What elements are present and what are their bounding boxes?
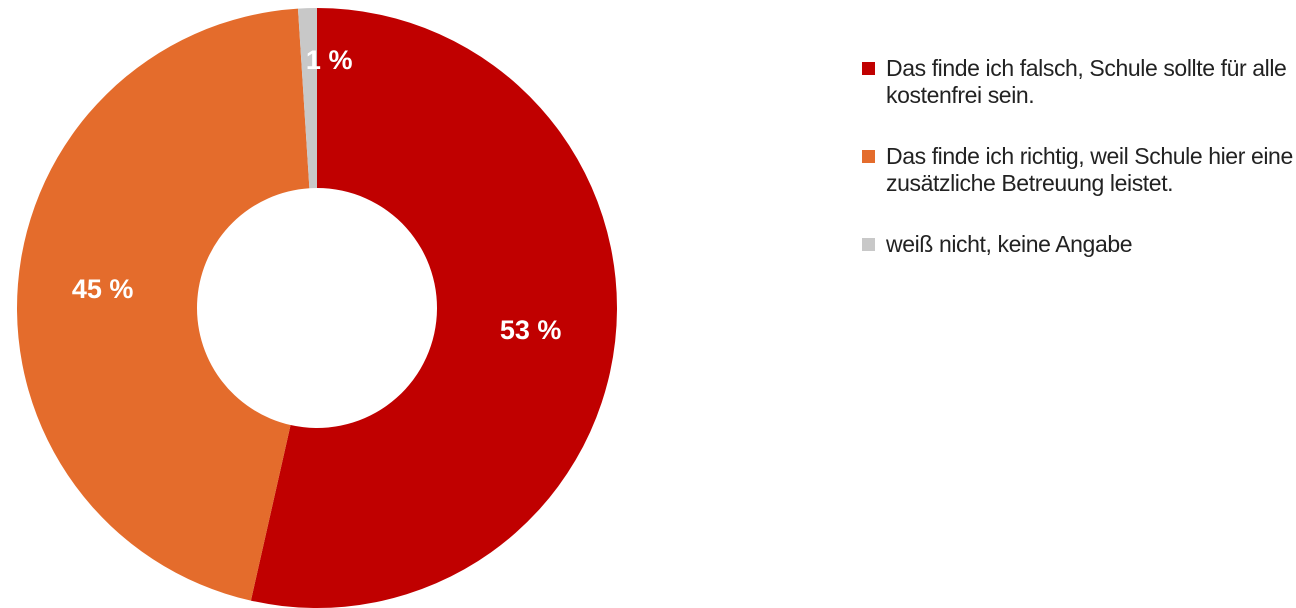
- legend-label: Das finde ich falsch, Schule sollte für …: [886, 55, 1287, 108]
- legend-item: Das finde ich richtig, weil Schule hier …: [862, 143, 1294, 197]
- donut-segment: [250, 8, 617, 608]
- legend-label: weiß nicht, keine Angabe: [886, 231, 1133, 257]
- legend-swatch: [862, 62, 875, 75]
- data-label: 45 %: [72, 274, 134, 304]
- legend-label: Das finde ich richtig, weil Schule hier …: [886, 143, 1293, 196]
- data-label: 53 %: [500, 315, 562, 345]
- donut-segment: [17, 8, 310, 601]
- donut-segment: [297, 8, 317, 189]
- data-label: 1 %: [306, 45, 353, 75]
- legend-item: Das finde ich falsch, Schule sollte für …: [862, 55, 1294, 109]
- legend-swatch: [862, 150, 875, 163]
- legend-swatch: [862, 238, 875, 251]
- legend: Das finde ich falsch, Schule sollte für …: [862, 55, 1294, 292]
- legend-item: weiß nicht, keine Angabe: [862, 231, 1294, 258]
- chart: 53 % 45 % 1 %: [17, 8, 617, 608]
